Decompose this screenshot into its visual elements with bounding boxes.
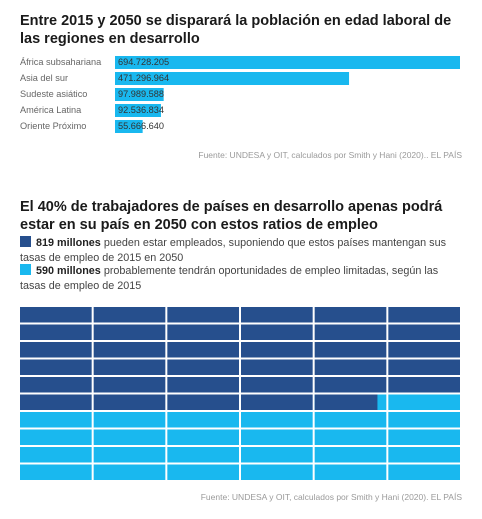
waffle-cell [93, 412, 166, 428]
waffle-cell [20, 429, 92, 445]
value-label: 92.536.834 [118, 105, 164, 115]
waffle-cell [388, 342, 460, 358]
waffle-cell [241, 412, 313, 428]
waffle-cell [241, 394, 313, 410]
waffle-cell [167, 447, 239, 463]
category-label: América Latina [20, 105, 82, 115]
waffle-cell [20, 307, 92, 323]
bar [115, 72, 350, 85]
waffle-cell [241, 429, 313, 445]
waffle-cell [167, 429, 239, 445]
waffle-cell [20, 412, 92, 428]
bar [115, 104, 161, 117]
waffle-cell [93, 359, 166, 375]
waffle-cell [388, 447, 460, 463]
chart1-source: Fuente: UNDESA y OIT, calculados por Smi… [198, 150, 462, 160]
waffle-cell [241, 377, 313, 393]
waffle-cell [388, 307, 460, 323]
waffle-cell [314, 324, 387, 340]
waffle-cell [93, 324, 166, 340]
waffle-cell [167, 377, 239, 393]
waffle-cell [93, 429, 166, 445]
waffle-cell [241, 359, 313, 375]
waffle-cell [93, 342, 166, 358]
waffle-cell [20, 324, 92, 340]
waffle-chart [20, 307, 460, 480]
category-label: Sudeste asiático [20, 89, 87, 99]
legend-swatch-dark [20, 236, 31, 247]
waffle-cell [93, 447, 166, 463]
waffle-cell [167, 394, 239, 410]
waffle-cell [388, 412, 460, 428]
waffle-cell [314, 342, 387, 358]
waffle-cell [241, 342, 313, 358]
waffle-cell [314, 377, 387, 393]
legend-limited-value: 590 millones [36, 265, 101, 277]
waffle-cell [167, 412, 239, 428]
value-label: 471.296.964 [118, 73, 169, 83]
category-label: África subsahariana [20, 57, 102, 67]
legend-swatch-light [20, 264, 31, 275]
value-label: 97.989.588 [118, 89, 164, 99]
waffle-cell [93, 377, 166, 393]
legend-employed-value: 819 millones [36, 237, 101, 249]
waffle-cell [167, 307, 239, 323]
waffle-cell [241, 324, 313, 340]
waffle-cell [388, 394, 460, 410]
category-label: Oriente Próximo [20, 121, 86, 131]
bar [115, 56, 460, 69]
bar [115, 88, 164, 101]
category-label: Asia del sur [20, 73, 68, 83]
waffle-cell [388, 429, 460, 445]
waffle-cell [241, 307, 313, 323]
waffle-cell [20, 394, 92, 410]
waffle-cell [20, 342, 92, 358]
waffle-cell [314, 307, 387, 323]
bar-chart: África subsahariana 694.728.205 Asia del s… [20, 56, 460, 133]
waffle-cell [20, 447, 92, 463]
waffle-cell [93, 464, 166, 480]
waffle-cell [167, 464, 239, 480]
waffle-cell [241, 464, 313, 480]
legend-limited: 590 millones probablemente tendrán oport… [20, 264, 460, 293]
waffle-cell-partial [314, 394, 378, 410]
waffle-cell [93, 307, 166, 323]
bar [115, 120, 143, 133]
waffle-cell [388, 377, 460, 393]
waffle-cell [314, 359, 387, 375]
value-label: 55.666.640 [118, 121, 164, 131]
waffle-cell [388, 464, 460, 480]
waffle-cell [20, 377, 92, 393]
waffle-cell [388, 324, 460, 340]
waffle-cell [20, 359, 92, 375]
chart1-title: Entre 2015 y 2050 se disparará la poblac… [20, 13, 452, 47]
waffle-cell [388, 359, 460, 375]
waffle-cell [167, 359, 239, 375]
chart2-title: El 40% de trabajadores de países en desa… [20, 199, 443, 233]
waffle-cell [314, 429, 387, 445]
waffle-cell [167, 324, 239, 340]
legend-employed-text: pueden estar empleados, suponiendo que e… [20, 237, 446, 264]
waffle-cell [93, 394, 166, 410]
waffle-cell [314, 447, 387, 463]
legend-employed: 819 millones pueden estar empleados, sup… [20, 236, 460, 265]
waffle-cell [20, 464, 92, 480]
waffle-cell [241, 447, 313, 463]
waffle-cell [314, 412, 387, 428]
chart2-source: Fuente: UNDESA y OIT, calculados por Smi… [200, 492, 462, 502]
waffle-cell [167, 342, 239, 358]
legend-limited-text: probablemente tendrán oportunidades de e… [20, 265, 439, 292]
value-label: 694.728.205 [118, 57, 169, 67]
waffle-cell [314, 464, 387, 480]
